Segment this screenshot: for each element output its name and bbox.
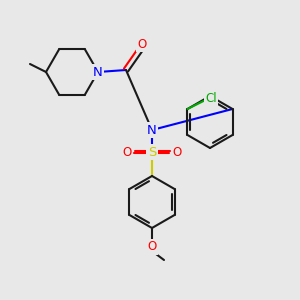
Text: O: O [172,146,182,158]
Text: N: N [93,65,103,79]
Text: Cl: Cl [206,92,217,104]
Text: O: O [122,146,132,158]
Text: S: S [148,146,156,158]
Text: N: N [147,124,157,136]
Text: O: O [137,38,147,50]
Text: O: O [147,241,157,254]
